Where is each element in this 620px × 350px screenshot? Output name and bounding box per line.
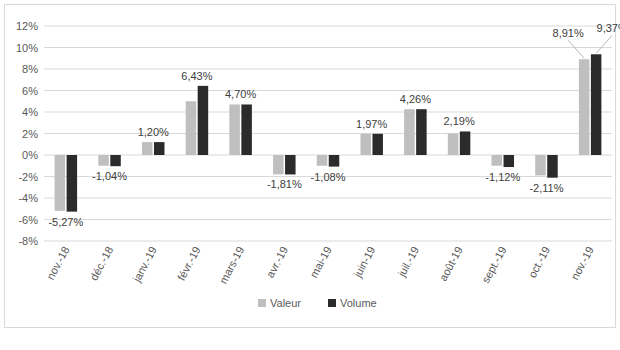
bar (460, 131, 471, 155)
bar (154, 142, 165, 155)
data-label: 6,43% (181, 70, 212, 82)
legend-label: Valeur (270, 297, 301, 309)
bar (198, 86, 209, 155)
data-label: 9,37% (597, 22, 620, 34)
grid-line (44, 47, 612, 48)
x-tick-label: avr.-19 (264, 244, 290, 279)
bar (504, 155, 515, 167)
y-tick-label: -6% (18, 214, 38, 226)
grid-line (44, 133, 612, 134)
legend-label: Volume (340, 297, 377, 309)
y-tick-label: 10% (16, 42, 38, 54)
x-tick-label: juil.-19 (395, 244, 421, 279)
x-tick-label: juin-19 (351, 244, 378, 280)
y-tick-label: 8% (22, 63, 38, 75)
x-tick-label: nov.-19 (568, 244, 595, 281)
x-tick-label: nov.-18 (44, 244, 71, 281)
data-label: -2,11% (529, 182, 563, 194)
grid-line (44, 241, 612, 242)
x-tick-label: mai-19 (307, 244, 333, 279)
data-label: 1,97% (356, 118, 387, 130)
bar (273, 155, 284, 174)
leader-line (596, 35, 612, 53)
grid-line (44, 198, 612, 199)
y-tick-label: -2% (18, 171, 38, 183)
x-tick-label: sept.-19 (479, 244, 508, 285)
bar (142, 142, 153, 155)
bar (416, 109, 427, 155)
bar (591, 54, 602, 155)
data-label: 1,20% (138, 126, 169, 138)
data-label: -5,27% (48, 216, 83, 228)
bar (547, 155, 558, 178)
bar (372, 134, 383, 155)
data-label: 4,70% (225, 88, 256, 100)
data-label: 2,19% (443, 115, 474, 127)
data-label: -1,04% (92, 170, 127, 182)
grid-line (44, 69, 612, 70)
legend-swatch (258, 299, 266, 307)
data-label: 8,91% (553, 27, 584, 39)
bar (535, 155, 546, 175)
bar (360, 134, 371, 155)
x-tick-label: août-19 (437, 244, 465, 283)
data-label: -1,81% (267, 178, 302, 190)
chart: -8% -6% -4% -2% 0% 2% 4% 6% 8% 10% 12% -5,27% -1,04%… (0, 0, 620, 350)
y-tick-label: 12% (16, 20, 38, 32)
bar (110, 155, 121, 166)
x-tick-label: févr.-19 (175, 244, 203, 282)
x-tick-label: mars-19 (217, 244, 247, 285)
grid-line (44, 219, 612, 220)
bar (579, 59, 590, 155)
bar (55, 155, 66, 211)
bar (404, 109, 415, 155)
grid-line (44, 90, 612, 91)
data-label: -1,12% (485, 171, 520, 183)
bar (229, 104, 240, 155)
bar (448, 134, 459, 156)
data-label: 4,26% (400, 93, 431, 105)
bar (285, 155, 296, 174)
x-tick-label: oct.-19 (526, 244, 552, 279)
bar (492, 155, 503, 166)
bar (317, 155, 328, 166)
y-tick-label: 0% (22, 149, 38, 161)
x-tick-label: janv.-19 (130, 244, 159, 284)
bar (98, 155, 109, 166)
grid-line (44, 155, 612, 156)
y-tick-label: 6% (22, 85, 38, 97)
chart-frame (5, 5, 616, 328)
grid-line (44, 112, 612, 113)
bar (329, 155, 340, 167)
data-label: -1,08% (311, 171, 346, 183)
legend-swatch (328, 299, 336, 307)
x-tick-label: déc.-18 (87, 244, 115, 282)
y-tick-label: 2% (22, 128, 38, 140)
grid-line (44, 26, 612, 27)
y-tick-label: 4% (22, 106, 38, 118)
leader-line (568, 40, 584, 58)
bar (186, 101, 197, 155)
bar (67, 155, 78, 212)
y-tick-label: -4% (18, 192, 38, 204)
bar (241, 104, 252, 155)
y-tick-label: -8% (18, 235, 38, 247)
bars (55, 54, 602, 211)
